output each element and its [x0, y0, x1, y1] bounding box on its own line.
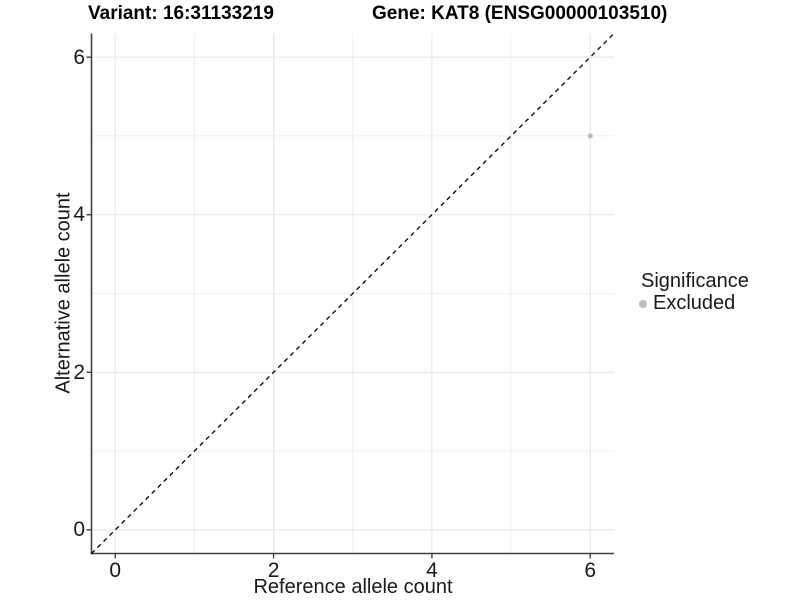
x-tick-label: 0 [109, 558, 122, 582]
x-tick-label: 2 [267, 558, 280, 582]
legend-item-label: Excluded [653, 292, 736, 314]
data-point [587, 133, 593, 139]
legend-item: Excluded [639, 292, 749, 315]
legend-title: Significance [641, 270, 749, 292]
y-tick-label: 4 [73, 203, 85, 227]
x-tick-label: 4 [426, 558, 438, 582]
plot-title-variant: Variant: 16:31133219 [88, 3, 274, 24]
legend-items: Excluded [639, 292, 749, 315]
x-tick-label: 6 [584, 558, 597, 582]
y-tick-label: 0 [73, 518, 85, 542]
y-axis-title: Alternative allele count [52, 192, 75, 394]
plot-title-gene: Gene: KAT8 (ENSG00000103510) [372, 3, 668, 24]
legend: Significance Excluded [639, 270, 749, 315]
x-axis-title: Reference allele count [253, 576, 453, 598]
diagonal-reference-line [91, 33, 615, 554]
y-tick-label: 2 [73, 360, 85, 384]
legend-key-dot [639, 299, 647, 308]
y-tick-label: 6 [73, 45, 85, 69]
